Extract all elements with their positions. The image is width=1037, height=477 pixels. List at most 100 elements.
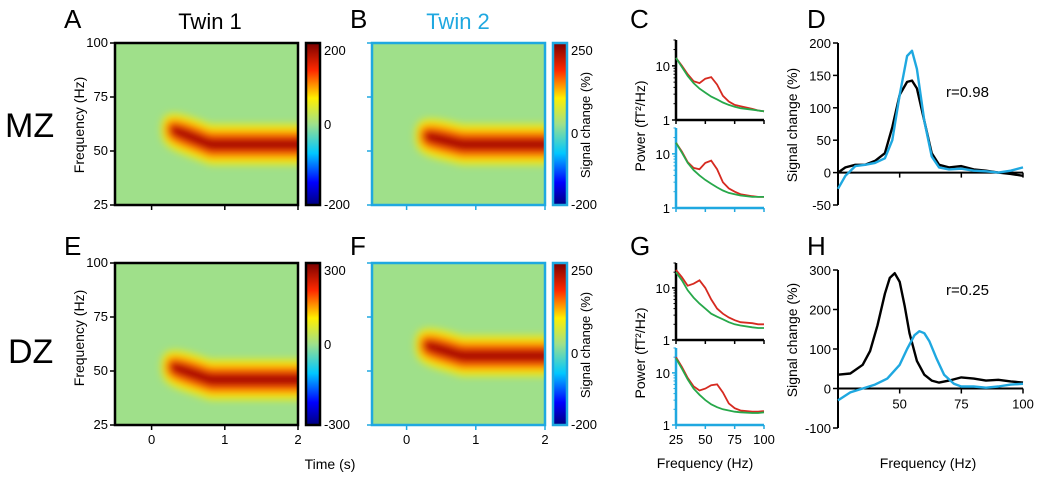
power-xtick-label-G-0: 25 — [669, 432, 683, 447]
heatmap-frame-E — [113, 261, 300, 427]
power-ytick-label-G-0-0: 1 — [663, 333, 670, 348]
time-axis-label: Time (s) — [305, 456, 356, 472]
power-axis-label-g: Power (fT²/Hz) — [632, 308, 648, 399]
power-ytick-label-C-0-1: 10 — [656, 59, 670, 74]
power-ytick-label-C-0-0: 1 — [663, 113, 670, 128]
xtick-label-E-1: 1 — [221, 432, 228, 447]
row-label-dz: DZ — [8, 333, 53, 371]
row-label-mz: MZ — [5, 107, 54, 145]
power-xtick-label-G-3: 100 — [753, 432, 775, 447]
signal-axis-label-d: Signal change (%) — [784, 68, 800, 182]
signal-ytick-label-H-4: 300 — [809, 263, 831, 278]
signal-ytick-label-H-0: -100 — [805, 421, 831, 436]
signal-ytick-label-D-3: 100 — [809, 101, 831, 116]
ytick-label-E-0: 25 — [94, 417, 108, 432]
signal-ytick-label-D-2: 50 — [817, 133, 831, 148]
colorbar-tick-B-2: -200 — [571, 197, 597, 212]
signal-ytick-label-D-5: 200 — [809, 36, 831, 51]
signal-ytick-label-H-1: 0 — [824, 382, 831, 397]
power-xtick-label-G-1: 50 — [698, 432, 712, 447]
power-series-C-0-0 — [675, 57, 765, 113]
ytick-label-E-2: 75 — [94, 309, 108, 324]
ytick-label-A-1: 50 — [94, 143, 108, 158]
heatmap-frame-F — [370, 261, 547, 427]
panel-letter-b: B — [350, 4, 367, 34]
colorbar-tick-A-1: 0 — [324, 117, 331, 132]
freq-axis-label-a: Frequency (Hz) — [71, 77, 87, 173]
twin2-title: Twin 2 — [426, 9, 490, 34]
heatmap-ridge-F — [415, 328, 545, 376]
signal-axis-label-h: Signal change (%) — [784, 283, 800, 397]
signal-ytick-label-D-4: 150 — [809, 68, 831, 83]
xtick-label-E-2: 2 — [294, 432, 301, 447]
signal-ytick-label-D-1: 0 — [824, 166, 831, 181]
colorbar-tick-F-2: -200 — [571, 417, 597, 432]
panel-letter-d: D — [807, 4, 826, 34]
ytick-label-A-0: 25 — [94, 197, 108, 212]
annotation-d: r=0.98 — [946, 84, 989, 101]
colorbar-B — [551, 41, 569, 207]
heatmap-bg-E — [115, 263, 298, 425]
power-xtick-label-G-2: 75 — [727, 432, 741, 447]
colorbar-E — [304, 261, 322, 427]
panel-letter-a: A — [64, 4, 82, 34]
signal-xtick-label-H-2: 100 — [1012, 397, 1034, 412]
heatmap-ridge-E — [161, 350, 298, 400]
freq-axis-label-e: Frequency (Hz) — [71, 290, 87, 386]
heatmap-ridge-B — [415, 119, 545, 165]
xtick-label-E-0: 0 — [148, 432, 155, 447]
colorbar-A — [304, 41, 322, 207]
ytick-label-A-2: 75 — [94, 89, 108, 104]
colorbar-tick-F-1: 0 — [571, 346, 578, 361]
colorbar-tick-E-0: 300 — [324, 263, 346, 278]
panel-letter-h: H — [807, 231, 826, 261]
power-axis-label-c: Power (fT²/Hz) — [632, 81, 648, 172]
ytick-label-E-3: 100 — [86, 255, 108, 270]
colorbar-tick-E-1: 0 — [324, 337, 331, 352]
colorbar-tick-A-2: -200 — [324, 197, 350, 212]
panel-letter-f: F — [350, 231, 366, 261]
power-ytick-label-C-1-1: 10 — [656, 147, 670, 162]
power-ytick-label-G-0-1: 10 — [656, 281, 670, 296]
signal-series-H-0 — [837, 272, 1024, 384]
signal-xtick-label-H-1: 75 — [954, 397, 968, 412]
signal-ytick-label-H-3: 200 — [809, 303, 831, 318]
plots-layer: 2000-2002550751002500-2003000-3002550751… — [86, 35, 1034, 447]
xtick-label-F-2: 2 — [541, 432, 548, 447]
signal-ytick-label-H-2: 100 — [809, 342, 831, 357]
freq-axis-label-g: Frequency (Hz) — [657, 455, 753, 471]
colorbar-tick-A-0: 200 — [324, 43, 346, 58]
colorbar-label-b: Signal change (%) — [578, 72, 593, 178]
heatmap-frame-B — [370, 41, 547, 207]
colorbar-label-f: Signal change (%) — [578, 292, 593, 398]
ridge-peak-B — [425, 134, 545, 148]
heatmap-frame-A — [113, 41, 300, 207]
power-series-G-1-0 — [675, 356, 765, 413]
colorbar-F — [551, 261, 569, 427]
signal-xtick-label-H-0: 50 — [892, 397, 906, 412]
ridge-peak-A — [171, 127, 298, 148]
freq-axis-label-h: Frequency (Hz) — [880, 455, 976, 471]
power-series-G-0-0 — [675, 269, 764, 326]
colorbar-tick-B-0: 250 — [571, 43, 593, 58]
annotation-h: r=0.25 — [946, 282, 989, 299]
panel-letter-g: G — [630, 231, 650, 261]
power-series-C-1-1 — [675, 142, 764, 198]
power-series-C-0-1 — [675, 57, 765, 113]
power-ytick-label-G-1-0: 1 — [663, 418, 670, 433]
colorbar-tick-E-2: -300 — [324, 417, 350, 432]
signal-series-D-1 — [836, 49, 1024, 190]
ytick-label-E-1: 50 — [94, 363, 108, 378]
colorbar-tick-F-0: 250 — [571, 263, 593, 278]
power-series-G-0-1 — [675, 271, 764, 329]
colorbar-tick-B-1: 0 — [571, 126, 578, 141]
ridge-peak-F — [425, 343, 545, 359]
signal-series-D-0 — [837, 79, 1024, 177]
power-ytick-label-G-1-1: 10 — [656, 366, 670, 381]
ytick-label-A-3: 100 — [86, 35, 108, 50]
heatmap-ridge-A — [161, 113, 298, 165]
power-series-G-1-1 — [675, 357, 765, 414]
xtick-label-F-1: 1 — [472, 432, 479, 447]
xtick-label-F-0: 0 — [403, 432, 410, 447]
